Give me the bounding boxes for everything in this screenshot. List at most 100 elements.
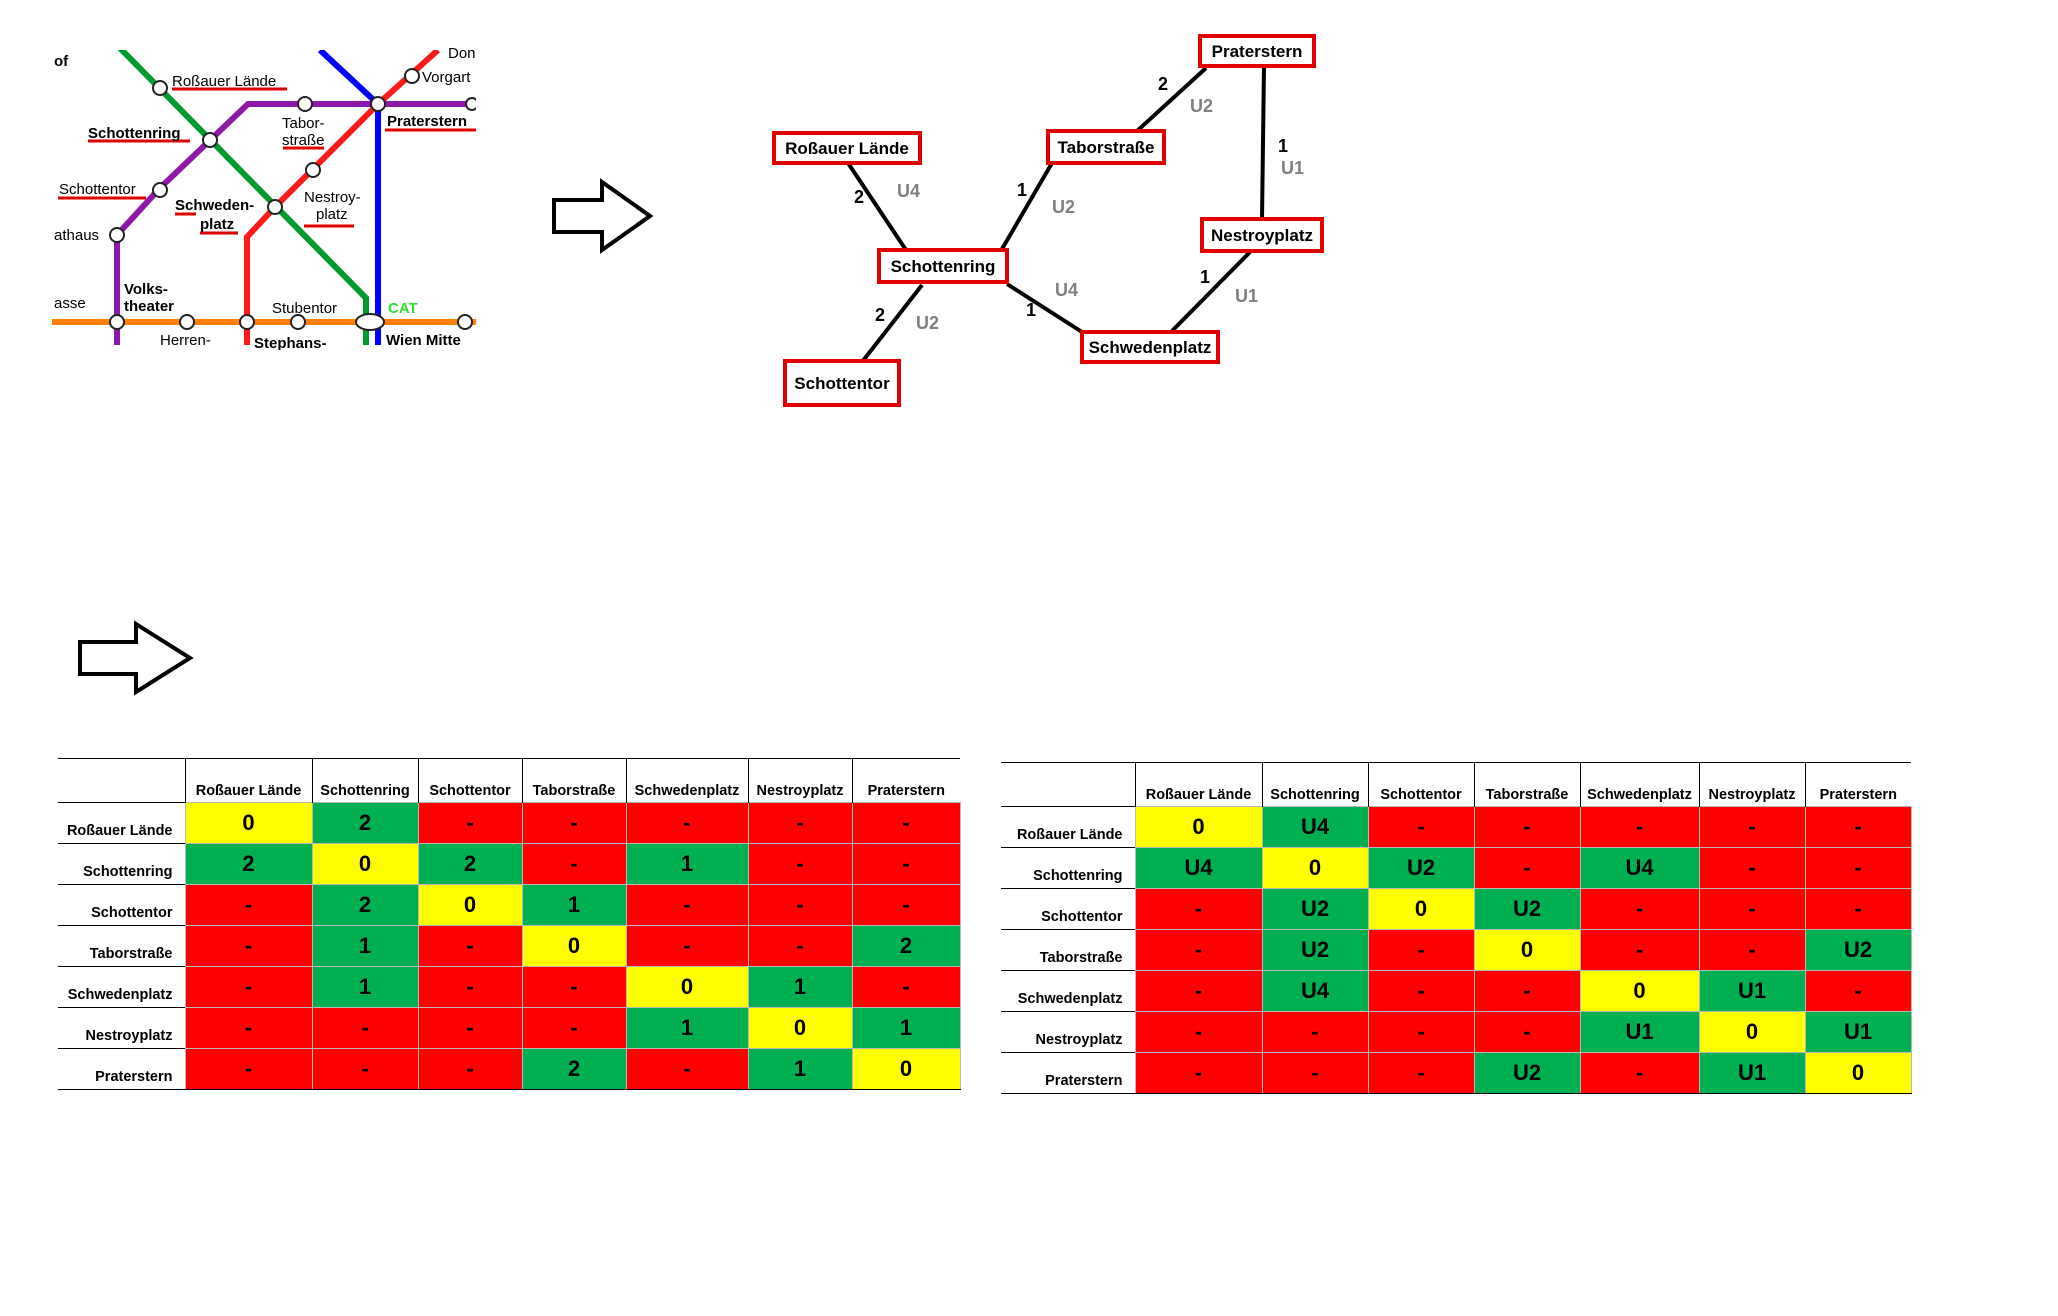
edge-weight-label: 2 bbox=[854, 187, 864, 207]
line-matrix-cell: - bbox=[1473, 970, 1581, 1012]
metro-map: of Don Vorgart Roßauer Lände Schottenrin… bbox=[52, 45, 476, 350]
map-label: Volks- bbox=[124, 281, 168, 298]
map-label: Praterstern bbox=[387, 113, 467, 130]
header-row: Roßauer Lände Schottenring Schottentor Tabo… bbox=[58, 758, 960, 803]
weight-matrix-cell: 2 bbox=[521, 1048, 627, 1090]
row-header: Praterstern bbox=[1001, 1052, 1135, 1094]
edge-line-label: U4 bbox=[897, 181, 920, 201]
weight-matrix-cell: - bbox=[184, 925, 313, 967]
edge-weight-label: 1 bbox=[1200, 267, 1210, 287]
table-row: Praterstern - - -2-1 0 bbox=[58, 1048, 961, 1090]
graph-node-label: Schottenring bbox=[891, 257, 996, 276]
graph-edge-schottenring-schweden bbox=[1005, 282, 1084, 334]
column-header: Praterstern bbox=[851, 758, 960, 803]
graph-node-rossauer bbox=[772, 131, 922, 165]
line-matrix-cell: U2 bbox=[1367, 847, 1475, 889]
column-header: Schottenring bbox=[1261, 762, 1368, 807]
line-matrix-cell: - bbox=[1698, 929, 1806, 971]
line-matrix-cell: - bbox=[1698, 806, 1806, 848]
station-dot bbox=[355, 313, 385, 331]
corner-cell bbox=[1001, 762, 1135, 807]
graph-edge-nestroy-schweden bbox=[1170, 250, 1252, 333]
column-header: Roßauer Lände bbox=[1134, 762, 1262, 807]
edge-weight-label: 1 bbox=[1017, 180, 1027, 200]
edge-line-label: U2 bbox=[1190, 96, 1213, 116]
graph-node-schottentor bbox=[783, 359, 901, 407]
line-matrix-cell: U1 bbox=[1698, 1052, 1806, 1094]
weight-matrix-cell: - bbox=[311, 1007, 419, 1049]
line-matrix-cell: 0 bbox=[1473, 929, 1581, 971]
line-matrix-cell: U4 bbox=[1579, 847, 1700, 889]
weight-matrix-cell: - bbox=[417, 1007, 523, 1049]
line-matrix-cell: - bbox=[1367, 806, 1475, 848]
row-header: Schottentor bbox=[1001, 888, 1135, 930]
weight-matrix-table: Roßauer Lände Schottenring Schottentor Tabo… bbox=[58, 758, 961, 1090]
weight-matrix-cell: - bbox=[747, 884, 853, 926]
column-header: Nestroyplatz bbox=[1698, 762, 1805, 807]
weight-matrix-cell: 0 bbox=[521, 925, 627, 967]
graph-node-label: Schwedenplatz bbox=[1089, 338, 1212, 357]
weight-matrix-cell: - bbox=[625, 802, 749, 844]
station-dot bbox=[457, 314, 473, 330]
weight-matrix-cell: 0 bbox=[184, 802, 313, 844]
weight-matrix-cell: - bbox=[311, 1048, 419, 1090]
table-row: Schwedenplatz -1- -0 1- bbox=[58, 966, 961, 1008]
column-header: Schottenring bbox=[311, 758, 418, 803]
station-dot bbox=[305, 162, 321, 178]
map-label: Nestroy- bbox=[304, 189, 361, 206]
column-header: Schottentor bbox=[417, 758, 522, 803]
line-matrix-cell: - bbox=[1698, 888, 1806, 930]
graph-node-label: Taborstraße bbox=[1058, 138, 1155, 157]
weight-matrix-cell: 1 bbox=[625, 1007, 749, 1049]
map-label: Schottentor bbox=[59, 181, 136, 198]
edge-weight-label: 1 bbox=[1026, 300, 1036, 320]
table-row: Schwedenplatz - U4- -0 U1- bbox=[1001, 970, 1912, 1012]
station-dot bbox=[179, 314, 195, 330]
weight-matrix-cell: - bbox=[851, 843, 961, 885]
weight-matrix-cell: 0 bbox=[311, 843, 419, 885]
row-header: Schottentor bbox=[58, 884, 185, 926]
edge-weight-label: 2 bbox=[1158, 74, 1168, 94]
weight-matrix-cell: 1 bbox=[747, 1048, 853, 1090]
line-matrix-cell: U2 bbox=[1261, 929, 1369, 971]
weight-matrix-cell: 0 bbox=[851, 1048, 961, 1090]
line-matrix-cell: - bbox=[1579, 806, 1700, 848]
column-header: Schwedenplatz bbox=[1579, 762, 1699, 807]
graph-node-label: Praterstern bbox=[1212, 42, 1303, 61]
edge-weight-label: 2 bbox=[875, 305, 885, 325]
weight-matrix-cell: - bbox=[747, 802, 853, 844]
weight-matrix-cell: 1 bbox=[311, 966, 419, 1008]
map-label: athaus bbox=[54, 227, 99, 244]
map-label: Tabor- bbox=[282, 115, 325, 132]
weight-matrix-cell: - bbox=[625, 884, 749, 926]
line-matrix-cell: U4 bbox=[1261, 970, 1369, 1012]
station-dot bbox=[465, 97, 476, 111]
row-header: Taborstraße bbox=[1001, 929, 1135, 971]
line-matrix-cell: U1 bbox=[1804, 1011, 1912, 1053]
line-matrix-cell: - bbox=[1134, 1011, 1263, 1053]
graph-node-prater bbox=[1198, 34, 1316, 68]
weight-matrix-cell: 0 bbox=[417, 884, 523, 926]
graph-node-label: Nestroyplatz bbox=[1211, 226, 1313, 245]
weight-matrix-cell: - bbox=[851, 802, 961, 844]
table-row: Taborstraße -1-0- -2 bbox=[58, 925, 961, 967]
station-dot bbox=[290, 314, 306, 330]
weight-matrix-cell: 2 bbox=[417, 843, 523, 885]
column-header: Roßauer Lände bbox=[184, 758, 312, 803]
weight-matrix-cell: - bbox=[521, 966, 627, 1008]
station-dot bbox=[239, 314, 255, 330]
weight-matrix-cell: 1 bbox=[747, 966, 853, 1008]
line-matrix-cell: 0 bbox=[1134, 806, 1263, 848]
weight-matrix-cell: - bbox=[851, 884, 961, 926]
row-header: Roßauer Lände bbox=[58, 802, 185, 844]
graph-node-label: Schottentor bbox=[794, 374, 890, 393]
weight-matrix-cell: 2 bbox=[184, 843, 313, 885]
row-header: Schwedenplatz bbox=[1001, 970, 1135, 1012]
line-matrix-cell: - bbox=[1473, 806, 1581, 848]
line-matrix-cell: - bbox=[1473, 1011, 1581, 1053]
map-label: Schweden- bbox=[175, 197, 254, 214]
line-matrix-cell: 0 bbox=[1804, 1052, 1912, 1094]
line-matrix-cell: - bbox=[1367, 1052, 1475, 1094]
graph-edge-rossauer-schottenring bbox=[846, 161, 908, 252]
map-label: Wien Mitte bbox=[386, 332, 461, 349]
